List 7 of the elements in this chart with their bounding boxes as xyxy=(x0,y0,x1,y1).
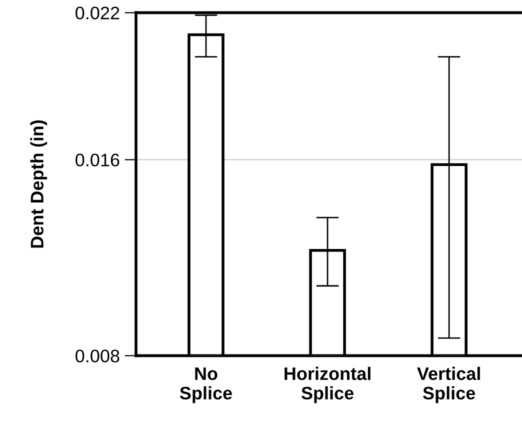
y-tick-label: 0.022 xyxy=(76,6,120,20)
x-tick-label: Vertical Splice xyxy=(417,366,480,404)
y-tick-label: 0.016 xyxy=(76,154,120,166)
y-tick-label: 0.008 xyxy=(76,350,120,362)
x-tick-label: Horizontal Splice xyxy=(284,366,370,404)
y-axis-title: Dent Depth (in) xyxy=(30,120,48,248)
x-tick-label: No Splice xyxy=(180,367,232,404)
